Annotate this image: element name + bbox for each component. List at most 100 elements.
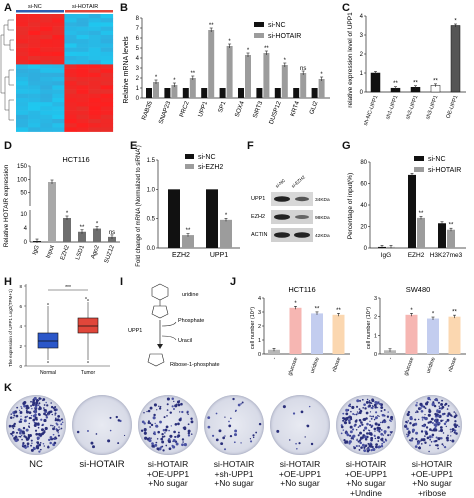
colony	[438, 430, 440, 432]
colony	[162, 449, 165, 452]
y-tick-label: 150	[17, 164, 28, 170]
colony	[366, 449, 370, 453]
colony	[169, 411, 172, 414]
colony	[370, 426, 373, 429]
colony	[249, 438, 252, 440]
x-tick-label: IgG	[381, 252, 391, 259]
heatmap-cell	[76, 43, 89, 48]
heatmap-cell	[64, 123, 77, 128]
colony	[369, 444, 373, 448]
colony	[20, 434, 23, 437]
colony	[355, 405, 359, 408]
colony	[39, 441, 42, 444]
heatmap-cell	[64, 93, 77, 99]
colony	[363, 403, 366, 406]
bar-si-nc	[238, 88, 244, 98]
bar-si-nc	[201, 88, 208, 98]
colony	[349, 425, 353, 429]
heatmap-cell	[40, 64, 53, 69]
colony	[151, 442, 154, 445]
colony	[153, 432, 157, 436]
colony	[107, 439, 111, 443]
colony	[53, 426, 56, 428]
colony	[24, 446, 27, 450]
y-tick-label: 10	[20, 212, 27, 218]
colony	[166, 415, 168, 417]
colony	[151, 444, 155, 448]
pathway-arrowhead	[157, 344, 163, 349]
x-tick-label: EZH2	[408, 252, 425, 259]
colony	[363, 449, 367, 453]
heatmap-cell	[100, 106, 114, 111]
colony	[432, 428, 436, 432]
heatmap-cell	[100, 22, 114, 27]
colony	[224, 435, 226, 437]
colony	[175, 442, 179, 446]
colony	[358, 424, 362, 428]
heatmap-cell	[40, 18, 53, 23]
colony	[420, 409, 424, 413]
colony	[40, 418, 43, 421]
colony	[190, 417, 193, 420]
pathway-svg: uridine UPP1 Phosphate Uracil Ribose-1-p…	[128, 283, 220, 368]
colony	[49, 441, 52, 445]
panel-label-b: B	[120, 2, 128, 14]
heatmap-cell	[64, 102, 77, 107]
colony	[437, 415, 440, 418]
colony	[43, 418, 47, 423]
colony-dish	[270, 395, 330, 455]
colony	[310, 442, 314, 446]
colony	[172, 445, 176, 449]
colony	[409, 422, 412, 425]
colony	[417, 418, 420, 421]
heatmap-cell	[16, 18, 29, 23]
colony	[414, 422, 418, 425]
heatmap-cell	[52, 77, 65, 82]
colony	[308, 405, 311, 408]
colony	[431, 436, 434, 438]
sig-mark: **	[186, 228, 191, 234]
heatmap-cell	[52, 72, 65, 78]
colony	[362, 429, 365, 432]
heatmap-cell	[28, 85, 41, 90]
colony	[364, 437, 368, 441]
heatmap-cell	[40, 106, 53, 111]
colony	[415, 404, 418, 407]
chart-b-ylabel: Relative mRNA levels	[123, 36, 130, 104]
heatmap-cell	[16, 98, 29, 103]
heatmap-cell	[64, 110, 77, 116]
colony	[147, 421, 150, 425]
colony	[222, 436, 226, 440]
colony	[43, 408, 46, 412]
colony	[37, 426, 40, 429]
colony	[340, 425, 344, 429]
colony-dots	[404, 396, 460, 453]
heatmap-cell	[16, 64, 29, 69]
colony	[359, 441, 362, 445]
heatmap-cell	[40, 56, 53, 61]
colony	[143, 431, 147, 435]
bar-hotair	[78, 231, 86, 242]
colony	[345, 408, 349, 412]
panel-e: Fold change of mRNA (Normalized to siRNA…	[130, 140, 245, 272]
colony	[155, 441, 158, 444]
colony	[166, 403, 169, 406]
colony	[123, 434, 126, 437]
colony	[359, 431, 362, 435]
chart-j1-ylabel: cell number (10⁴)	[249, 307, 256, 349]
colony	[30, 444, 33, 447]
heatmap-dendrogram	[0, 19, 14, 121]
colony	[352, 438, 355, 440]
heatmap-cell	[64, 81, 77, 86]
colony	[56, 418, 60, 422]
heatmap-cell	[76, 81, 89, 86]
heatmap-cell	[40, 14, 53, 19]
colony	[15, 414, 19, 418]
colony	[374, 430, 376, 432]
colony	[366, 422, 369, 426]
colony	[19, 412, 22, 414]
colony	[21, 438, 23, 441]
colony	[431, 422, 434, 425]
legend-swatch-g-nc	[414, 156, 424, 161]
colony	[232, 397, 235, 401]
